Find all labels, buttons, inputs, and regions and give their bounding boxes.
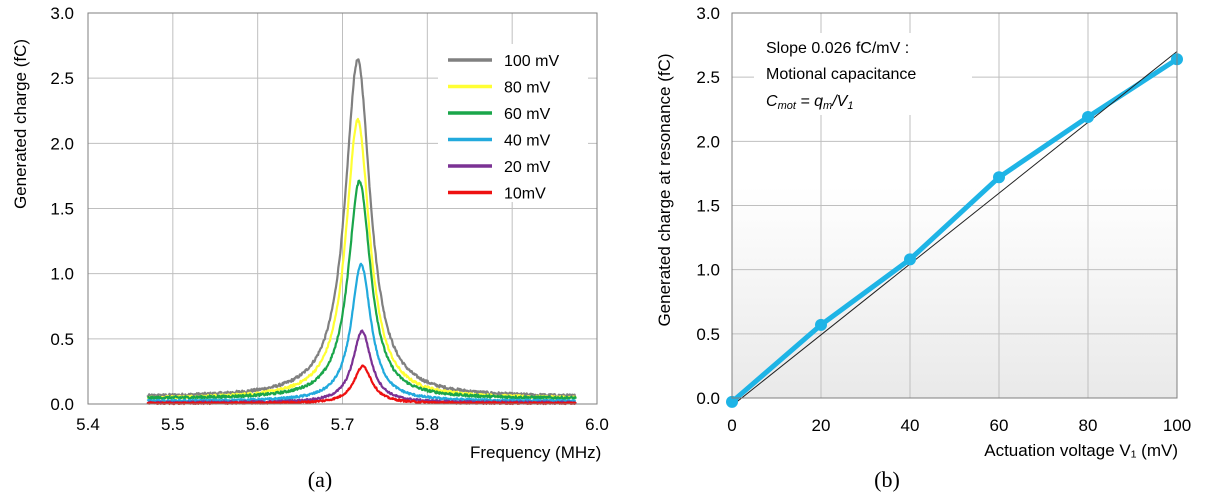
chart-a-caption: (a) — [308, 467, 332, 492]
chart-a-y-ticks: 0.0 0.5 1.0 1.5 2.0 2.5 3.0 — [50, 4, 74, 414]
chart-a-y-tick-label: 3.0 — [50, 4, 74, 23]
chart-a-legend: 100 mV 80 mV 60 mV 40 mV 20 mV 10mV — [448, 53, 559, 203]
chart-b-data-point — [726, 395, 738, 408]
chart-a-legend-label: 100 mV — [504, 53, 559, 70]
chart-a-y-tick-label: 2.5 — [50, 69, 74, 88]
chart-b-data-point — [993, 171, 1005, 184]
chart-b-y-tick-label: 2.5 — [696, 68, 720, 87]
chart-a-series-group — [146, 58, 577, 406]
chart-b-y-tick-label: 1.0 — [696, 261, 720, 280]
formula-v-sub: 1 — [847, 100, 853, 112]
formula-c: C — [766, 93, 778, 110]
chart-a-x-ticks: 5.4 5.5 5.6 5.7 5.8 5.9 6.0 — [76, 415, 609, 434]
chart-b-x-tick-label: 0 — [727, 416, 736, 435]
chart-a-legend-label: 60 mV — [504, 106, 551, 123]
chart-a-x-tick-label: 5.8 — [416, 415, 440, 434]
chart-b-caption: (b) — [874, 467, 900, 492]
chart-a-frame — [87, 12, 598, 405]
chart-b-frame — [731, 12, 1178, 399]
chart-b-y-tick-label: 2.0 — [696, 132, 720, 151]
chart-b-data-point — [904, 253, 916, 266]
chart-a-legend-label: 40 mV — [504, 133, 551, 150]
chart-b-x-tick-label: 100 — [1163, 416, 1191, 435]
chart-b-x-ticks: 0 20 40 60 80 100 — [727, 416, 1191, 435]
chart-b-fit-line — [731, 51, 1178, 407]
chart-a-legend-bg — [438, 44, 588, 202]
chart-a-y-tick-label: 0.0 — [50, 395, 74, 414]
chart-a-legend-label: 20 mV — [504, 159, 551, 176]
chart-b-y-axis-label: Generated charge at resonance (fC) — [655, 53, 674, 326]
chart-b-y-ticks: 0.0 0.5 1.0 1.5 2.0 2.5 3.0 — [696, 4, 720, 408]
formula-c-sub: mot — [778, 100, 797, 112]
chart-b-series-group — [726, 51, 1183, 408]
chart-a-legend-label: 10mV — [504, 186, 546, 203]
chart-b-annotation-line1: Slope 0.026 fC/mV : — [766, 40, 909, 57]
chart-a-x-tick-label: 5.7 — [331, 415, 355, 434]
chart-b-x-tick-label: 40 — [901, 416, 920, 435]
chart-b-annotation: Slope 0.026 fC/mV : Motional capacitance… — [766, 40, 916, 112]
chart-b-x-tick-label: 60 — [990, 416, 1009, 435]
chart-b-annotation-bg — [754, 33, 972, 115]
chart-b-y-tick-label: 3.0 — [696, 4, 720, 23]
chart-a-x-tick-label: 6.0 — [585, 415, 609, 434]
chart-b-annotation-formula: Cmot = qm/V1 — [766, 93, 853, 112]
formula-eq: = q — [796, 93, 823, 110]
chart-b-x-axis-label: Actuation voltage V₁ (mV) — [984, 441, 1178, 460]
chart-a-series-line — [146, 364, 577, 406]
chart-b-data-point — [1082, 110, 1094, 123]
chart-b-x-tick-label: 80 — [1079, 416, 1098, 435]
chart-a: 5.4 5.5 5.6 5.7 5.8 5.9 6.0 0.0 0.5 1.0 1.5 2.0 2.5… — [11, 4, 609, 492]
chart-a-x-axis-label: Frequency (MHz) — [470, 443, 601, 462]
chart-b-x-tick-label: 20 — [812, 416, 831, 435]
chart-a-x-tick-label: 5.9 — [500, 415, 524, 434]
chart-a-x-tick-label: 5.5 — [161, 415, 185, 434]
chart-b: 0 20 40 60 80 100 0.0 0.5 1.0 1.5 2.0 2.5 3.0 Slope… — [655, 4, 1191, 492]
chart-b-series-line — [730, 57, 1179, 404]
chart-a-y-tick-label: 2.0 — [50, 134, 74, 153]
chart-a-x-tick-label: 5.6 — [246, 415, 270, 434]
chart-a-y-axis-label: Generated charge (fC) — [11, 39, 30, 209]
chart-b-y-tick-label: 0.5 — [696, 325, 720, 344]
chart-b-annotation-line2: Motional capacitance — [766, 66, 916, 83]
chart-a-y-tick-label: 1.5 — [50, 200, 74, 219]
chart-a-series-line — [146, 179, 577, 401]
chart-a-y-tick-label: 1.0 — [50, 265, 74, 284]
formula-q-sub: m — [823, 100, 832, 112]
chart-b-y-tick-label: 1.5 — [696, 197, 720, 216]
formula-slash: /V — [831, 93, 848, 110]
chart-a-legend-label: 80 mV — [504, 80, 551, 97]
chart-b-data-point — [815, 318, 827, 331]
chart-a-x-tick-label: 5.4 — [76, 415, 100, 434]
chart-b-y-tick-label: 0.0 — [696, 389, 720, 408]
chart-a-y-tick-label: 0.5 — [50, 330, 74, 349]
